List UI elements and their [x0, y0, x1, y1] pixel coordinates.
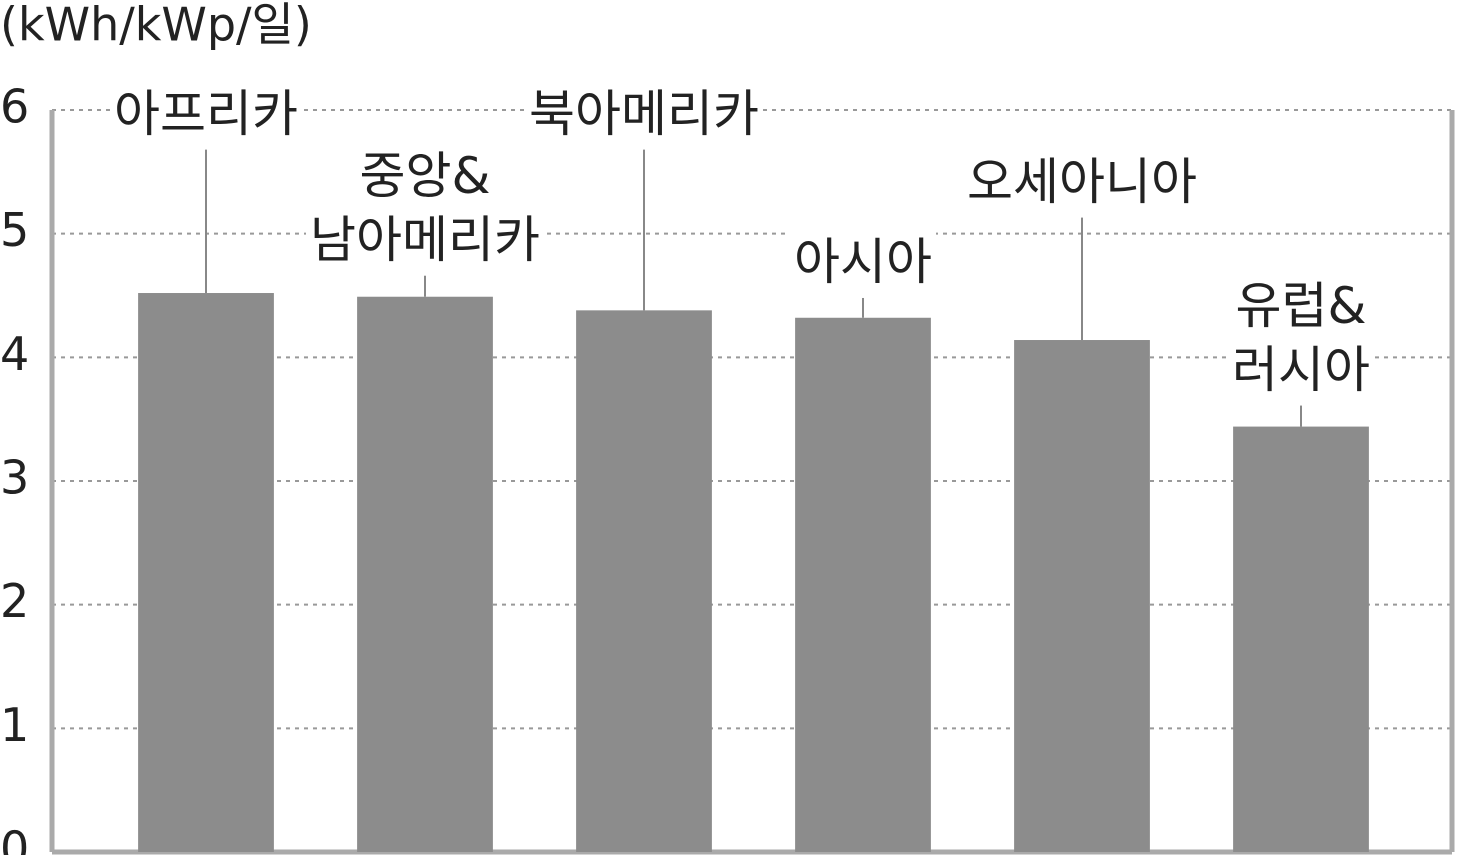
- y-tick-label: 0: [0, 822, 29, 855]
- category-label: 아시아: [790, 229, 936, 294]
- bar: [795, 317, 931, 852]
- y-tick-label: 6: [0, 80, 29, 134]
- bar: [576, 310, 712, 853]
- y-axis-label: (kWh/kWp/일): [0, 0, 312, 52]
- y-tick-label: 1: [0, 698, 29, 752]
- category-label: 북아메리카: [525, 81, 763, 146]
- category-label: 중앙& 남아메리카: [306, 143, 544, 272]
- bar: [1233, 426, 1369, 852]
- y-tick-label: 3: [0, 451, 29, 505]
- bar: [138, 293, 274, 852]
- y-tick-label: 4: [0, 327, 29, 381]
- category-label: 아프리카: [110, 81, 302, 146]
- bar: [1014, 340, 1150, 852]
- category-label: 오세아니아: [963, 149, 1201, 214]
- category-label: 유럽& 러시아: [1228, 273, 1374, 402]
- y-tick-label: 2: [0, 574, 29, 628]
- bar: [357, 296, 493, 852]
- y-tick-label: 5: [0, 203, 29, 257]
